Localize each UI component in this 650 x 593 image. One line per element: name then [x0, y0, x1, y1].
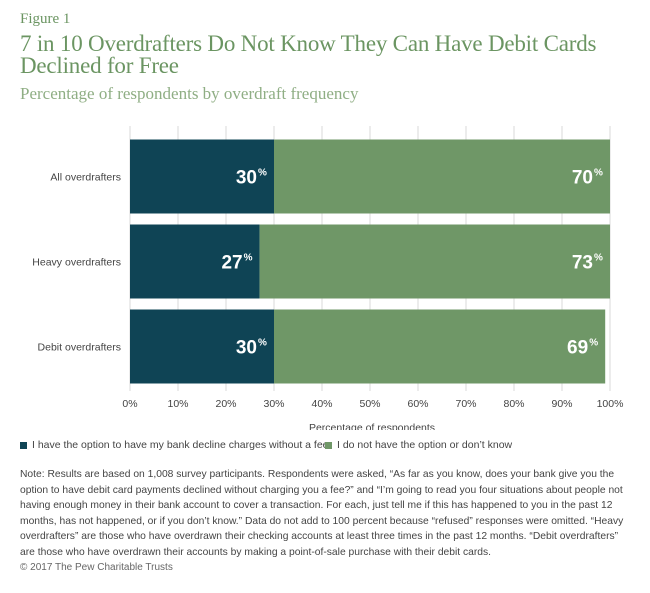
- data-label-percent: %: [589, 338, 598, 349]
- x-tick-label: 70%: [455, 398, 476, 410]
- legend-label-1: I have the option to have my bank declin…: [32, 439, 329, 451]
- data-label: 30: [236, 338, 257, 359]
- category-label: Heavy overdrafters: [32, 257, 121, 269]
- bar-segment: [130, 309, 274, 384]
- x-tick-label: 20%: [215, 398, 236, 410]
- stacked-bar-chart: All overdrafters 30% 70 %Heavy overdrafters…: [32, 126, 624, 430]
- x-tick-label: 40%: [311, 398, 332, 410]
- bar-segment: [259, 224, 610, 299]
- legend-item-2: I do not have the option or don’t know: [325, 439, 512, 451]
- x-tick-label: 30%: [263, 398, 284, 410]
- x-tick-label: 80%: [503, 398, 524, 410]
- data-label-percent: %: [258, 168, 267, 179]
- legend-swatch-1: [20, 441, 27, 449]
- data-label-percent: %: [244, 253, 253, 264]
- legend-item-1: I have the option to have my bank declin…: [20, 439, 329, 451]
- bar-segment: [274, 139, 610, 214]
- x-tick-label: 0%: [122, 398, 137, 410]
- data-label-percent: %: [258, 338, 267, 349]
- bar-segment: [274, 309, 606, 384]
- data-label: 70: [572, 168, 593, 189]
- data-label: 73: [572, 253, 593, 274]
- data-label-percent: %: [594, 168, 603, 179]
- bar-segment: [130, 224, 260, 299]
- chart-subtitle: Percentage of respondents by overdraft f…: [20, 84, 359, 103]
- category-label: Debit overdrafters: [38, 342, 121, 354]
- bar-segment: [130, 139, 274, 214]
- legend-label-2: I do not have the option or don’t know: [337, 439, 513, 451]
- footnote: Note: Results are based on 1,008 survey …: [20, 469, 624, 558]
- copyright: © 2017 The Pew Charitable Trusts: [20, 562, 173, 573]
- x-tick-label: 90%: [551, 398, 572, 410]
- data-label: 30: [236, 168, 257, 189]
- chart-title: 7 in 10 Overdrafters Do Not Know They Ca…: [20, 31, 597, 78]
- x-tick-label: 50%: [359, 398, 380, 410]
- figure-label: Figure 1: [20, 11, 71, 27]
- x-tick-label: 100%: [597, 398, 624, 410]
- category-label: All overdrafters: [50, 172, 121, 184]
- x-tick-label: 60%: [407, 398, 428, 410]
- legend-swatch-2: [325, 441, 332, 449]
- x-axis-title: Percentage of respondents: [309, 422, 435, 430]
- data-label: 27: [221, 253, 242, 274]
- data-label: 69: [567, 338, 588, 359]
- data-label-percent: %: [594, 253, 603, 264]
- x-tick-label: 10%: [167, 398, 188, 410]
